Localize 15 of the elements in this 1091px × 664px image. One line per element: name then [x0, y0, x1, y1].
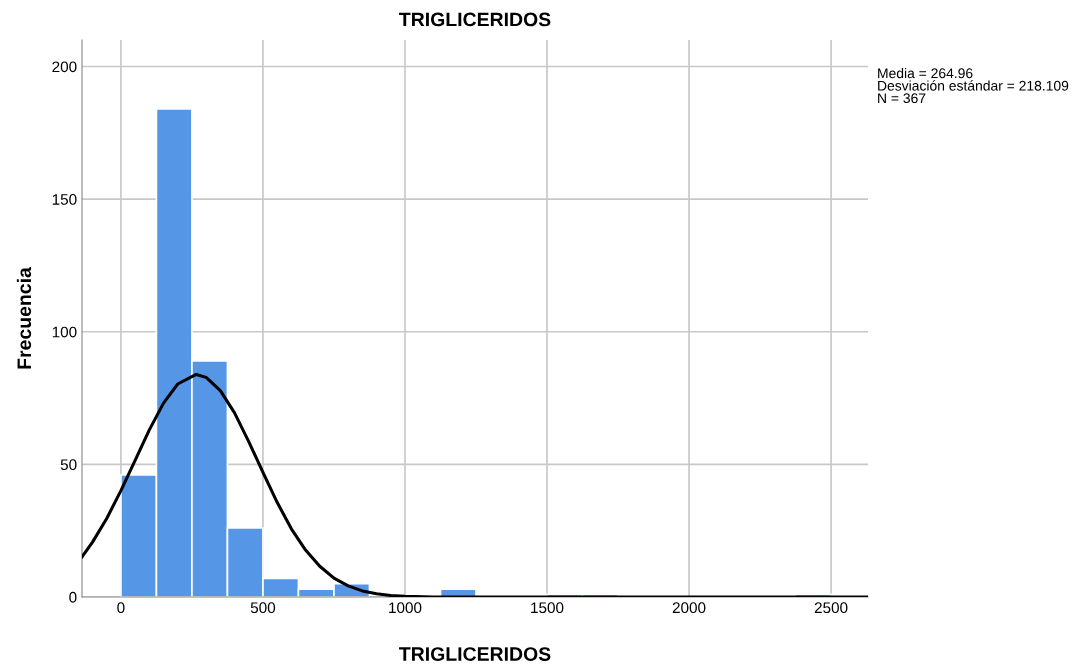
x-axis-title: TRIGLICERIDOS — [399, 647, 551, 661]
text: Media = 264.96 Desviación estándar = 218.109 N = 367 — [878, 68, 1069, 104]
y-tick-label: 50 — [60, 459, 77, 471]
y-axis-title: Frecuencia — [16, 267, 32, 369]
y-tick-label: 100 — [52, 326, 77, 338]
x-tick-label: 1000 — [389, 602, 422, 614]
x-tick-label: 2500 — [814, 602, 848, 614]
chart-title: TRIGLICERIDOS — [399, 12, 551, 27]
y-tick-label: 0 — [69, 591, 77, 603]
y-tick-label: 150 — [52, 194, 77, 205]
x-tick-label: 500 — [250, 602, 276, 614]
x-tick-label: 1500 — [531, 602, 564, 614]
x-tick-label: 0 — [117, 602, 125, 614]
y-tick-label: 200 — [52, 61, 77, 73]
x-tick-label: 2000 — [672, 602, 706, 614]
